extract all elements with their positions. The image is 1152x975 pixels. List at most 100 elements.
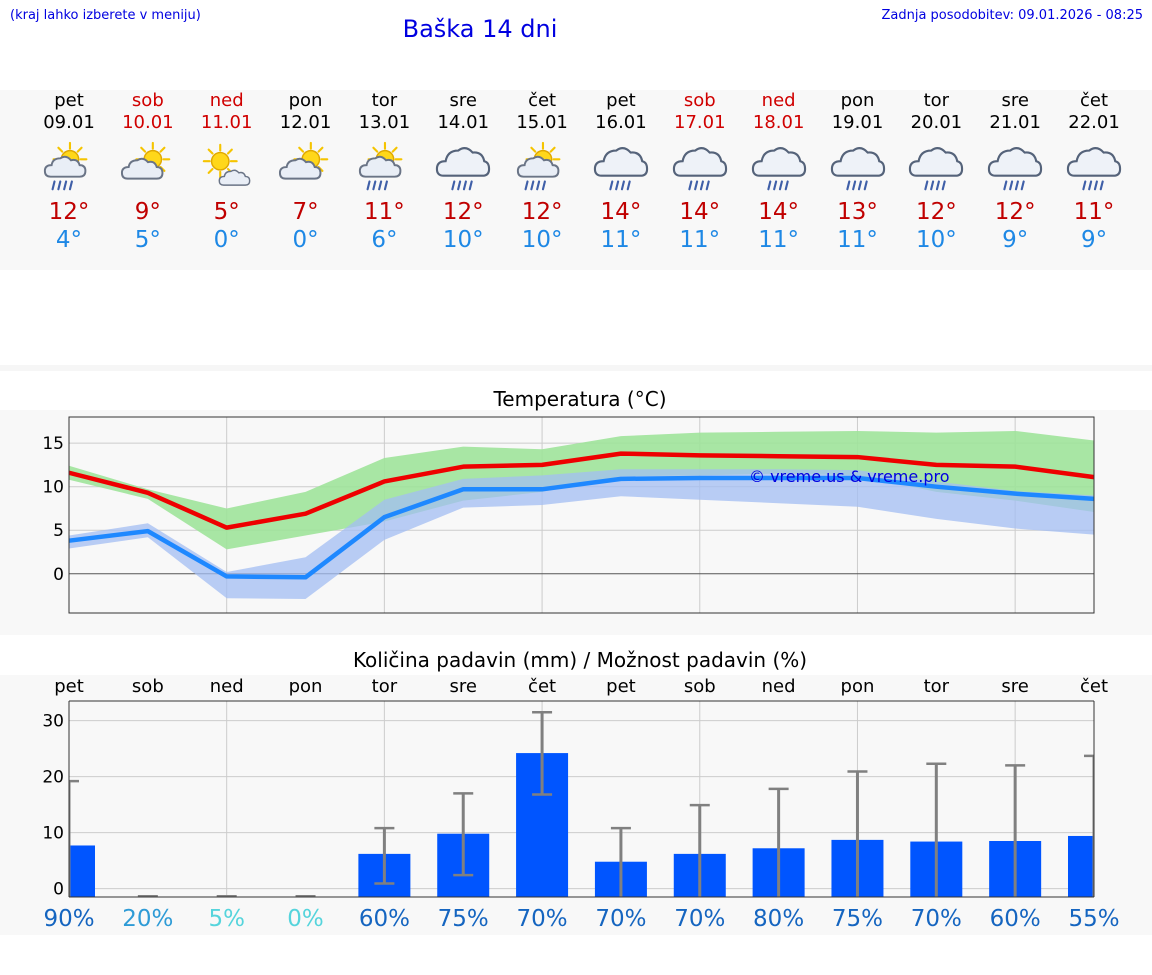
day-name: pet (606, 90, 636, 111)
max-range-band (69, 430, 1094, 550)
day-label: pet (606, 676, 636, 697)
min-temperature: 10° (915, 227, 957, 253)
day-column: sre 21.01 12° 9° (976, 90, 1055, 254)
day-column: pet 09.01 12° 4° (30, 90, 109, 254)
day-column: pon 12.01 7° 0° (266, 90, 345, 254)
sun-small-cloud-icon (202, 143, 251, 186)
min-temperature: 11° (600, 227, 642, 253)
y-tick-label: 15 (42, 434, 64, 454)
day-name: ned (761, 90, 796, 111)
watermark: © vreme.us & vreme.pro (749, 467, 950, 486)
day-label: sre (1001, 676, 1028, 697)
day-label: tor (372, 676, 398, 697)
day-date: 15.01 (516, 112, 568, 133)
precipitation-probability: 70% (595, 906, 646, 932)
cloud-rain-icon (1066, 147, 1122, 191)
precipitation-probability: 60% (990, 906, 1041, 932)
sun-cloud-icon (120, 141, 171, 180)
day-label: ned (210, 676, 244, 697)
min-temperature: 11° (758, 227, 800, 253)
precipitation-chart: 30 20 10 0 pet 90% sob 20% ned 5% pon 0% tor 60% sre 75… (42, 676, 1119, 932)
y-tick-label: 20 (42, 768, 64, 788)
cloud-rain-icon (909, 147, 964, 191)
precipitation-probability: 5% (208, 906, 245, 932)
min-temperature: 4° (55, 227, 83, 253)
day-date: 16.01 (595, 112, 647, 133)
day-label: pon (841, 676, 875, 697)
precipitation-chart-title: Količina padavin (mm) / Možnost padavin … (352, 648, 808, 672)
sun-cloud-rain-icon (359, 141, 403, 191)
sun-cloud-rain-icon (43, 141, 88, 191)
cloud-rain-icon (751, 147, 806, 191)
day-date: 19.01 (831, 112, 884, 133)
day-date: 18.01 (752, 112, 805, 133)
max-temperature: 14° (600, 199, 642, 225)
day-label: čet (1080, 676, 1108, 697)
day-label: pon (289, 676, 323, 697)
day-name: čet (1080, 90, 1109, 111)
max-temperature: 13° (837, 199, 878, 225)
day-column: čet 15.01 12° 10° (503, 90, 582, 254)
sun-cloud-rain-icon (516, 141, 561, 191)
precipitation-probability: 75% (832, 906, 883, 932)
day-date: 20.01 (910, 112, 963, 133)
plot-frame (68, 416, 1095, 614)
location-hint: (kraj lahko izberete v meniju) (10, 8, 201, 23)
day-name: pon (288, 90, 323, 111)
y-tick-label: 0 (53, 880, 64, 900)
day-name: tor (923, 90, 950, 111)
min-temperature: 10° (442, 227, 484, 253)
day-name: sob (683, 90, 716, 111)
cloud-rain-icon (672, 147, 727, 191)
day-date: 12.01 (279, 112, 332, 133)
day-label: sob (132, 676, 164, 697)
min-temperature: 6° (371, 227, 398, 253)
min-temperature: 5° (134, 227, 161, 253)
cloud-rain-icon (436, 147, 491, 191)
min-temperature: 9° (1080, 227, 1108, 253)
precipitation-probability: 70% (674, 906, 725, 932)
max-temperature: 14° (758, 199, 800, 225)
temperature-chart: 15 10 5 0 (42, 416, 1095, 614)
min-temperature: 11° (837, 227, 878, 253)
day-column: tor 20.01 12° 10° (897, 90, 976, 254)
max-temperature: 12° (521, 199, 563, 225)
max-temperature: 11° (364, 199, 405, 225)
y-tick-label: 10 (42, 478, 64, 498)
precipitation-probability: 20% (122, 906, 173, 932)
day-label: sob (684, 676, 716, 697)
day-label: čet (528, 676, 556, 697)
day-name: sre (449, 90, 477, 111)
sun-cloud-icon (278, 141, 328, 180)
precipitation-probability: 0% (287, 906, 324, 932)
min-range-band (69, 469, 1094, 600)
day-name: tor (371, 90, 398, 111)
min-temperature: 0° (292, 227, 319, 253)
day-column: pet 16.01 14° 11° (581, 90, 660, 254)
max-temperature: 12° (994, 199, 1036, 225)
day-date: 17.01 (674, 112, 726, 133)
day-column: sob 10.01 9° 5° (108, 90, 187, 254)
day-name: sre (1001, 90, 1029, 111)
day-name: čet (528, 90, 557, 111)
forecast-band (0, 90, 1152, 270)
page-title: Baška 14 dni (402, 15, 558, 43)
precipitation-probability: 90% (43, 906, 94, 932)
precipitation-probability: 70% (911, 906, 962, 932)
precipitation-bar (69, 845, 95, 897)
day-label: tor (924, 676, 950, 697)
min-temperature: 11° (679, 227, 721, 253)
y-tick-label: 5 (53, 521, 64, 541)
max-temperature: 9° (134, 199, 161, 225)
day-date: 22.01 (1068, 112, 1120, 133)
day-date: 13.01 (358, 112, 411, 133)
day-date: 14.01 (437, 112, 490, 133)
day-date: 10.01 (122, 112, 174, 133)
day-column: sre 14.01 12° 10° (424, 90, 503, 254)
max-temperature: 12° (48, 199, 90, 225)
min-temperature: 0° (213, 227, 240, 253)
max-temperature-line (68, 451, 1095, 530)
divider (0, 365, 1152, 371)
day-name: ned (209, 90, 244, 111)
day-column: tor 13.01 11° 6° (345, 90, 424, 254)
